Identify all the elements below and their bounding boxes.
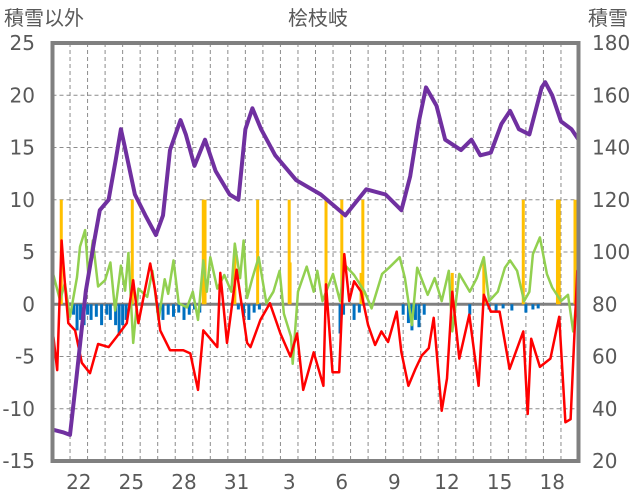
yellow-bar <box>361 199 365 305</box>
left-tick-label: -15 <box>2 449 35 473</box>
right-tick-label: 100 <box>592 240 630 264</box>
blue-bar <box>406 304 410 324</box>
right-tick-label: 40 <box>592 397 617 421</box>
blue-bar <box>100 304 104 326</box>
blue-bar <box>536 304 540 309</box>
blue-bar <box>187 304 191 315</box>
blue-bar <box>342 304 346 315</box>
x-tick-label: 31 <box>224 470 249 494</box>
yellow-bar <box>256 199 260 305</box>
left-tick-label: 25 <box>10 31 35 55</box>
left-tick-label: 20 <box>10 83 35 107</box>
x-tick-label: 28 <box>171 470 196 494</box>
x-tick-label: 6 <box>335 470 348 494</box>
right-tick-label: 120 <box>592 188 630 212</box>
blue-bar <box>422 304 426 315</box>
blue-bar <box>252 304 256 313</box>
right-tick-label: 140 <box>592 136 630 160</box>
blue-bar <box>182 304 186 320</box>
lines <box>52 80 581 437</box>
yellow-bar <box>521 199 525 305</box>
blue-bar <box>247 304 251 320</box>
blue-bar <box>105 304 109 315</box>
left-tick-label: 10 <box>10 188 35 212</box>
yellow-bar <box>324 199 328 305</box>
left-tick-label: -5 <box>15 345 35 369</box>
blue-bar <box>75 304 79 331</box>
yellow-bar <box>203 199 207 305</box>
yellow-bar <box>555 199 559 305</box>
blue-bar <box>94 304 98 317</box>
blue-bar <box>338 304 342 334</box>
x-tick-label: 3 <box>283 470 296 494</box>
yellow-bar <box>450 272 454 305</box>
plot-frame <box>50 41 581 463</box>
blue-bar <box>161 304 165 320</box>
blue-bar <box>124 304 128 320</box>
yellow-bar <box>130 199 134 305</box>
blue-bar <box>501 304 505 309</box>
left-tick-label: 5 <box>22 240 35 264</box>
right-tick-label: 60 <box>592 345 617 369</box>
blue-bar <box>177 304 181 313</box>
x-tick-label: 18 <box>539 470 564 494</box>
x-tick-label: 25 <box>119 470 144 494</box>
right-tick-label: 180 <box>592 31 630 55</box>
yellow-bar <box>201 199 205 305</box>
right-axis-label: 積雪 <box>588 6 628 30</box>
blue-bar <box>114 304 118 326</box>
blue-bar <box>89 304 93 320</box>
blue-bar <box>86 304 90 315</box>
blue-bar <box>72 304 76 315</box>
blue-bar <box>524 304 528 313</box>
yellow-bar <box>482 262 486 305</box>
x-tick-label: 9 <box>388 470 401 494</box>
left-tick-label: 0 <box>22 292 35 316</box>
blue-bar <box>171 304 175 317</box>
left-axis-label: 積雪以外 <box>4 6 84 30</box>
right-tick-label: 20 <box>592 449 617 473</box>
blue-bar <box>357 304 361 313</box>
yellow-bar <box>340 199 344 305</box>
yellow-bar <box>573 199 577 305</box>
right-tick-label: 80 <box>592 292 617 316</box>
chart-title: 桧枝岐 <box>288 6 348 30</box>
blue-bar <box>413 304 417 320</box>
blue-bar <box>166 304 170 315</box>
yellow-bar <box>557 199 561 305</box>
blue-bar <box>79 304 83 320</box>
snow-depth-line <box>52 80 581 437</box>
blue-bar <box>401 304 405 315</box>
yellow-bar <box>287 199 291 305</box>
blue-bar <box>108 304 112 320</box>
x-tick-label: 12 <box>434 470 459 494</box>
left-tick-label: 15 <box>10 136 35 160</box>
blue-bar <box>352 304 356 320</box>
left-tick-label: -10 <box>2 397 35 421</box>
blue-bar <box>510 304 514 311</box>
red-series-line <box>52 239 580 424</box>
blue-bar <box>494 304 498 313</box>
tick-labels: -15 -10 -5 0 5 10 15 20 25 20 40 60 80 100 120 140 160 18… <box>2 31 630 494</box>
green-series-line <box>52 228 579 366</box>
x-tick-label: 22 <box>66 470 91 494</box>
blue-bar <box>257 304 261 310</box>
x-tick-label: 15 <box>487 470 512 494</box>
yellow-bar <box>288 262 292 305</box>
blue-bar <box>417 304 421 328</box>
blue-bar <box>236 304 240 310</box>
right-tick-label: 160 <box>592 83 630 107</box>
blue-bar <box>117 304 121 336</box>
yellow-bar <box>359 272 363 305</box>
blue-bar <box>468 304 472 315</box>
blue-bar <box>531 304 535 310</box>
blue-bar <box>121 304 125 326</box>
